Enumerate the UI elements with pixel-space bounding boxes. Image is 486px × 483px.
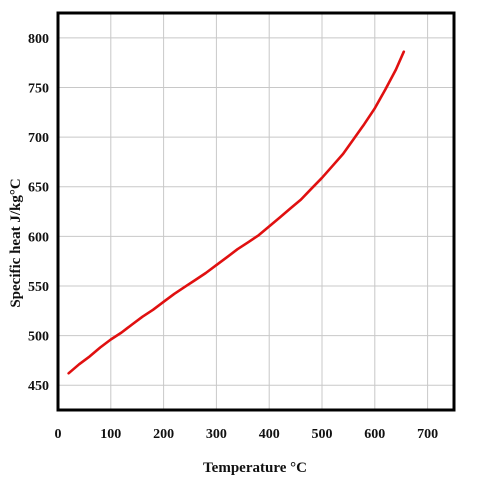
x-tick-labels: 0 100 200 300 400 500 600 700 [55, 427, 439, 442]
x-tick-label: 200 [153, 427, 174, 442]
y-tick-label: 700 [28, 131, 49, 146]
y-tick-label: 800 [28, 32, 49, 47]
y-tick-labels: 450 500 550 600 650 700 750 800 [28, 32, 49, 394]
y-tick-label: 500 [28, 330, 49, 345]
plot-frame [56, 11, 456, 412]
y-tick-label: 650 [28, 181, 49, 196]
x-axis-label: Temperature °C [203, 460, 307, 476]
specific-heat-line [67, 50, 406, 375]
y-tick-label: 600 [28, 230, 49, 245]
y-tick-label: 750 [28, 81, 49, 96]
x-tick-label: 500 [312, 427, 333, 442]
x-tick-label: 400 [259, 427, 280, 442]
x-tick-label: 0 [55, 427, 62, 442]
x-tick-label: 700 [417, 427, 438, 442]
y-tick-label: 450 [28, 379, 49, 394]
y-axis-label: Specific heat J/kg°C [8, 178, 24, 307]
x-tick-label: 100 [100, 427, 121, 442]
series-layer [67, 50, 406, 375]
y-tick-label: 550 [28, 280, 49, 295]
x-tick-label: 300 [206, 427, 227, 442]
x-tick-label: 600 [364, 427, 385, 442]
